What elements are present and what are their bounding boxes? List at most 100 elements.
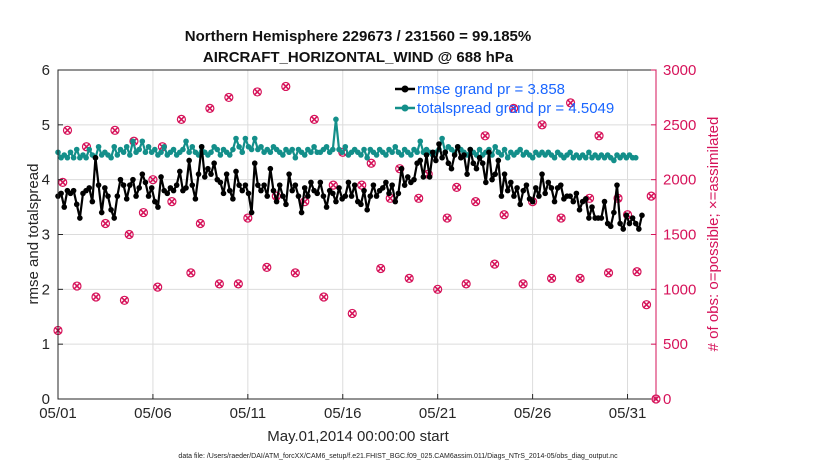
obs-possible-marker — [153, 282, 163, 292]
obs-possible-marker — [252, 87, 262, 97]
obs-possible-marker — [176, 114, 186, 124]
obs-possible-marker — [205, 103, 215, 113]
rmse-point — [127, 182, 133, 188]
totalspread-point — [152, 146, 158, 153]
obs-assimilated-marker — [452, 183, 461, 192]
rmse-point — [620, 226, 627, 232]
rmse-point — [511, 193, 517, 199]
x-axis-label: May.01,2014 00:00:00 start — [267, 428, 449, 445]
totalspread-point — [226, 152, 233, 158]
totalspread-point — [504, 154, 511, 161]
rmse-point — [233, 168, 239, 175]
totalspread-point — [529, 154, 536, 161]
rmse-point — [498, 193, 505, 199]
obs-assimilated-marker — [547, 274, 556, 283]
obs-assimilated-marker — [376, 264, 385, 273]
rmse-point — [533, 185, 539, 191]
rmse-point — [351, 182, 358, 188]
totalspread-point — [476, 146, 483, 153]
rmse-point — [86, 185, 93, 191]
rmse-point — [383, 179, 389, 186]
legend-rmse-label: rmse grand pr = 3.858 — [417, 81, 565, 98]
obs-possible-marker — [300, 197, 310, 207]
obs-possible-marker — [509, 103, 519, 113]
obs-assimilated-marker — [101, 219, 110, 228]
rmse-point — [345, 179, 352, 186]
totalspread-point — [170, 146, 177, 153]
rmse-point — [145, 193, 152, 199]
rmse-point — [429, 149, 436, 156]
obs-assimilated-marker — [433, 285, 442, 294]
obs-assimilated-marker — [509, 104, 518, 113]
obs-assimilated-marker — [557, 214, 565, 222]
obs-possible-marker — [72, 281, 82, 291]
totalspread-point — [180, 146, 186, 153]
obs-assimilated-marker — [604, 269, 613, 277]
rmse-point — [77, 215, 83, 221]
obs-possible-marker — [518, 279, 528, 289]
totalspread-point — [398, 152, 405, 158]
totalspread-point — [417, 138, 424, 145]
rmse-point — [336, 185, 342, 191]
rmse-point — [529, 198, 536, 205]
y-tick-label: 5 — [42, 117, 50, 134]
rmse-point — [267, 165, 274, 172]
obs-possible-marker — [490, 259, 500, 269]
totalspread-point — [258, 143, 264, 150]
totalspread-point — [383, 152, 389, 158]
rmse-point — [611, 209, 617, 216]
obs-assimilated-marker — [500, 210, 508, 219]
totalspread-point — [114, 152, 121, 158]
rmse-point — [170, 187, 177, 194]
totalspread-point — [439, 135, 445, 142]
rmse-point — [436, 141, 442, 147]
rmse-point — [330, 190, 336, 197]
rmse-point — [189, 182, 196, 188]
totalspread-point — [342, 143, 349, 150]
obs-possible-marker — [499, 210, 509, 220]
rmse-point — [208, 171, 214, 177]
rmse-point — [639, 212, 645, 219]
rmse-point — [152, 198, 158, 205]
y-tick-label: 4 — [42, 172, 50, 189]
obs-possible-marker — [461, 279, 471, 289]
obs-assimilated-marker — [595, 132, 603, 140]
obs-possible-marker — [328, 180, 338, 190]
obs-assimilated-marker — [291, 269, 300, 277]
totalspread-point — [392, 143, 399, 150]
series-totalspread — [55, 116, 639, 164]
obs-possible-marker — [632, 267, 642, 277]
rmse-point — [111, 215, 118, 221]
rmse-point — [186, 157, 192, 164]
obs-assimilated-marker — [329, 181, 338, 189]
rmse-point — [398, 165, 405, 172]
obs-assimilated-marker — [234, 280, 243, 288]
rmse-point — [117, 176, 124, 183]
totalspread-point — [127, 152, 133, 158]
x-tick-label: 05/06 — [134, 405, 172, 422]
obs-assimilated-marker — [462, 280, 470, 288]
rmse-point — [270, 187, 277, 194]
rmse-point — [105, 193, 111, 199]
rmse-point — [226, 187, 233, 194]
obs-possible-marker — [433, 284, 443, 294]
totalspread-point — [248, 146, 255, 153]
totalspread-point — [323, 143, 330, 150]
rmse-point — [89, 198, 96, 205]
rmse-point — [433, 157, 439, 164]
y-tick-label: 3 — [42, 227, 50, 244]
totalspread-point — [111, 143, 118, 150]
rmse-point — [501, 171, 508, 177]
rmse-point — [464, 171, 470, 177]
totalspread-point — [120, 149, 127, 156]
totalspread-point — [123, 143, 130, 150]
rmse-point — [136, 185, 142, 191]
obs-assimilated-marker — [566, 99, 575, 107]
rmse-point — [629, 215, 636, 221]
rmse-point — [120, 182, 127, 188]
rmse-point — [139, 171, 146, 177]
y-right-tick-label: 1500 — [663, 227, 696, 244]
rmse-point — [601, 198, 608, 205]
rmse-point — [348, 193, 355, 199]
obs-possible-marker — [243, 213, 253, 223]
